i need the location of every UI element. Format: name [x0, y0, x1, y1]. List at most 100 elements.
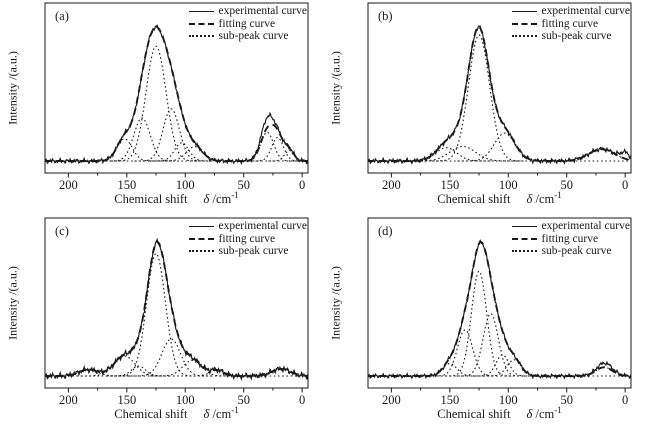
- sub-peak-curve: [431, 34, 527, 162]
- legend-item-fitting: fitting curve: [511, 17, 630, 31]
- legend-label: experimental curve: [218, 5, 307, 18]
- dotted-line-icon: [188, 35, 214, 38]
- dotted-line-icon: [188, 250, 214, 253]
- legend-label: fitting curve: [541, 17, 599, 30]
- panel-label: (a): [55, 9, 69, 23]
- plot-area-a: 200 150 100 50 0: [44, 2, 309, 192]
- solid-line-icon: [188, 10, 214, 12]
- sub-peak-curve: [482, 359, 546, 377]
- x-tick-label: 150: [117, 178, 136, 192]
- sub-peak-curve: [107, 365, 171, 377]
- legend: experimental curve fitting curve sub-pea…: [511, 220, 630, 258]
- x-axis-unit: /cm: [535, 192, 555, 207]
- dashed-line-icon: [511, 22, 537, 25]
- x-tick-label: 150: [117, 393, 136, 407]
- panel-label: (c): [55, 224, 69, 238]
- plot-area-b: 200 150 100 50 0: [367, 2, 632, 192]
- sub-peak-curve: [399, 147, 494, 162]
- experimental-curve: [44, 237, 309, 381]
- legend: experimental curve fitting curve sub-pea…: [511, 5, 630, 43]
- x-axis-label-text: Chemical shift: [114, 192, 188, 207]
- sub-peak-curve: [157, 146, 232, 162]
- sub-peak-curve: [251, 136, 304, 162]
- x-axis-unit-exponent: -1: [231, 405, 239, 415]
- legend-item-fitting: fitting curve: [188, 232, 307, 246]
- legend-label: sub-peak curve: [218, 30, 289, 43]
- legend-label: sub-peak curve: [218, 245, 289, 258]
- panel-b: 200 150 100 50 0 (b) experimental curve fitt…: [323, 0, 646, 215]
- legend-item-experimental: experimental curve: [188, 220, 307, 233]
- y-axis-label: Intensity /(a.u.): [328, 266, 343, 340]
- legend: experimental curve fitting curve sub-pea…: [188, 220, 307, 258]
- sub-peak-curve: [90, 138, 159, 162]
- sub-peak-curve: [134, 108, 209, 162]
- x-axis-unit-exponent: -1: [231, 190, 239, 200]
- legend-item-subpeak: sub-peak curve: [511, 30, 630, 43]
- delta-symbol: δ: [203, 192, 210, 207]
- dashed-line-icon: [188, 237, 214, 240]
- solid-line-icon: [511, 225, 537, 227]
- x-tick-label: 200: [59, 393, 78, 407]
- legend-item-experimental: experimental curve: [188, 5, 307, 18]
- x-axis-label-text: Chemical shift: [114, 407, 188, 422]
- dotted-line-icon: [511, 35, 537, 38]
- legend-item-experimental: experimental curve: [511, 5, 630, 18]
- x-axis-label: Chemical shift δ /cm-1: [368, 405, 631, 422]
- axis-box: [367, 2, 632, 174]
- dotted-line-icon: [511, 250, 537, 253]
- legend: experimental curve fitting curve sub-pea…: [188, 5, 307, 43]
- solid-line-icon: [511, 10, 537, 12]
- legend-label: experimental curve: [541, 5, 630, 18]
- x-tick-label: 200: [382, 393, 401, 407]
- sub-peak-curve: [129, 338, 214, 377]
- sub-peak-curve: [150, 142, 214, 162]
- delta-symbol: δ: [526, 192, 533, 207]
- delta-symbol: δ: [203, 407, 210, 422]
- sub-peak-curve: [456, 313, 525, 377]
- sub-peak-curve: [105, 117, 179, 162]
- y-axis-label: Intensity /(a.u.): [5, 266, 20, 340]
- panel-a: 200 150 100 50 0 (a) experimental curve fitt…: [0, 0, 323, 215]
- legend-item-fitting: fitting curve: [188, 18, 307, 31]
- x-tick-label: 50: [560, 393, 573, 407]
- y-axis-label: Intensity /(a.u.): [5, 51, 20, 125]
- x-tick-label: 200: [59, 178, 78, 192]
- axis-box: [44, 217, 309, 389]
- x-tick-label: 100: [176, 178, 195, 192]
- sub-peak-curve: [457, 132, 553, 162]
- legend-item-experimental: experimental curve: [511, 220, 630, 233]
- legend-label: sub-peak curve: [541, 245, 612, 258]
- x-tick-label: 50: [237, 178, 250, 192]
- sub-peak-curve: [111, 45, 201, 162]
- experimental-curve: [45, 24, 309, 165]
- legend-label: fitting curve: [218, 232, 276, 245]
- x-axis-unit: /cm: [535, 407, 555, 422]
- x-tick-label: 0: [299, 393, 305, 407]
- fitting-curve: [45, 241, 308, 377]
- fitting-curve: [368, 26, 632, 162]
- fitting-curve: [45, 26, 308, 162]
- x-tick-label: 50: [560, 178, 573, 192]
- sub-peak-curve: [404, 145, 521, 162]
- legend-item-subpeak: sub-peak curve: [188, 245, 307, 258]
- x-tick-label: 50: [237, 393, 250, 407]
- x-tick-label: 0: [622, 178, 628, 192]
- x-axis-label: Chemical shift δ /cm-1: [45, 190, 308, 207]
- legend-label: experimental curve: [541, 220, 630, 233]
- legend-item-fitting: fitting curve: [511, 233, 630, 246]
- x-tick-label: 0: [299, 178, 305, 192]
- solid-line-icon: [188, 225, 214, 227]
- x-tick-label: 200: [382, 178, 401, 192]
- plot-area-c: 200 150 100 50 0: [44, 217, 309, 407]
- x-axis-unit-exponent: -1: [554, 405, 562, 415]
- sub-peak-curve: [114, 252, 199, 377]
- dashed-line-icon: [188, 22, 214, 25]
- panel-d: 200 150 100 50 0 (d) experimental curve fitt…: [323, 215, 646, 429]
- sub-peak-curve: [150, 359, 235, 377]
- panel-c: 200 150 100 50 0 (c) experimental curve fitt…: [0, 215, 323, 429]
- dashed-line-icon: [511, 237, 537, 240]
- experimental-curve: [368, 239, 632, 380]
- x-axis-label: Chemical shift δ /cm-1: [45, 405, 308, 422]
- panel-label: (d): [378, 224, 393, 238]
